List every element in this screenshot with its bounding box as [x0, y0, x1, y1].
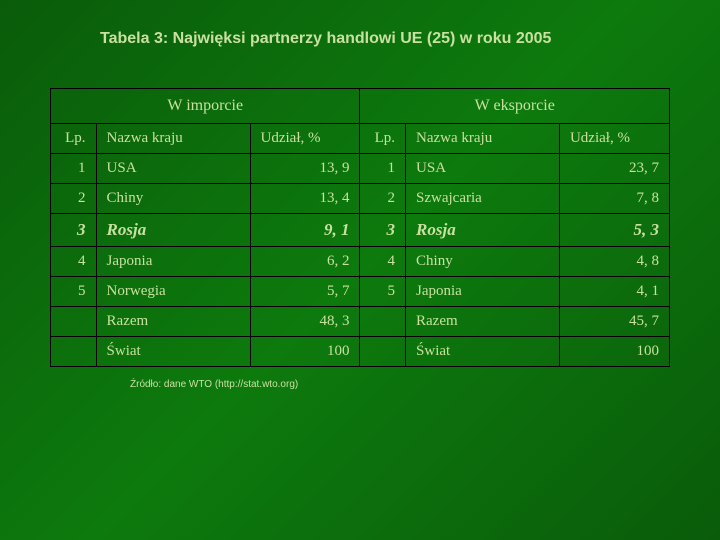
val-left: 9, 1	[250, 214, 360, 247]
export-group-header: W eksporcie	[360, 89, 670, 124]
table-row: 3Rosja9, 13Rosja5, 3	[51, 214, 670, 247]
col-name-right: Nazwa kraju	[406, 124, 560, 154]
name-left: Rosja	[96, 214, 250, 247]
val-left: 100	[250, 337, 360, 367]
val-left: 13, 9	[250, 154, 360, 184]
val-left: 5, 7	[250, 277, 360, 307]
table-row: 5Norwegia5, 75Japonia4, 1	[51, 277, 670, 307]
col-share-right: Udział, %	[559, 124, 669, 154]
lp-left	[51, 307, 97, 337]
val-right: 4, 8	[559, 247, 669, 277]
val-left: 13, 4	[250, 184, 360, 214]
name-right: Świat	[406, 337, 560, 367]
lp-right: 1	[360, 154, 406, 184]
table-row: 2Chiny13, 42Szwajcaria7, 8	[51, 184, 670, 214]
val-right: 4, 1	[559, 277, 669, 307]
name-right: Rosja	[406, 214, 560, 247]
val-right: 100	[559, 337, 669, 367]
import-group-header: W imporcie	[51, 89, 360, 124]
lp-right	[360, 307, 406, 337]
name-right: Razem	[406, 307, 560, 337]
table-row: 1USA13, 91USA23, 7	[51, 154, 670, 184]
name-left: USA	[96, 154, 250, 184]
name-left: Japonia	[96, 247, 250, 277]
val-left: 48, 3	[250, 307, 360, 337]
col-name-left: Nazwa kraju	[96, 124, 250, 154]
col-lp-right: Lp.	[360, 124, 406, 154]
lp-left: 3	[51, 214, 97, 247]
lp-left: 1	[51, 154, 97, 184]
lp-right: 3	[360, 214, 406, 247]
name-left: Chiny	[96, 184, 250, 214]
lp-left: 4	[51, 247, 97, 277]
lp-left: 5	[51, 277, 97, 307]
val-right: 7, 8	[559, 184, 669, 214]
val-right: 45, 7	[559, 307, 669, 337]
col-share-left: Udział, %	[250, 124, 360, 154]
table-row: 4Japonia6, 24Chiny4, 8	[51, 247, 670, 277]
lp-left: 2	[51, 184, 97, 214]
val-left: 6, 2	[250, 247, 360, 277]
lp-right: 4	[360, 247, 406, 277]
name-right: Japonia	[406, 277, 560, 307]
lp-right: 2	[360, 184, 406, 214]
lp-left	[51, 337, 97, 367]
name-right: USA	[406, 154, 560, 184]
col-lp-left: Lp.	[51, 124, 97, 154]
table-title: Tabela 3: Najwięksi partnerzy handlowi U…	[100, 30, 670, 48]
table-row: Świat100Świat100	[51, 337, 670, 367]
lp-right: 5	[360, 277, 406, 307]
val-right: 23, 7	[559, 154, 669, 184]
trade-partners-table: W imporcie W eksporcie Lp. Nazwa kraju U…	[50, 88, 670, 367]
source-citation: Źródło: dane WTO (http://stat.wto.org)	[130, 379, 670, 390]
lp-right	[360, 337, 406, 367]
table-row: Razem48, 3Razem45, 7	[51, 307, 670, 337]
name-right: Chiny	[406, 247, 560, 277]
name-left: Razem	[96, 307, 250, 337]
name-left: Świat	[96, 337, 250, 367]
name-right: Szwajcaria	[406, 184, 560, 214]
val-right: 5, 3	[559, 214, 669, 247]
name-left: Norwegia	[96, 277, 250, 307]
